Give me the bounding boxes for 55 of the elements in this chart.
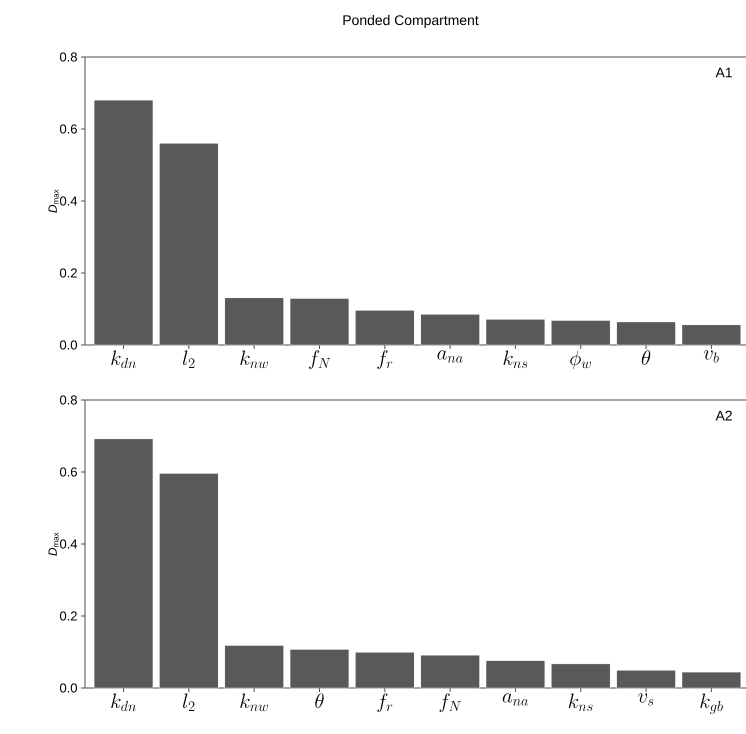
x-tick-label: $a_{na}$ [438, 350, 463, 363]
bar [551, 320, 610, 346]
bar [224, 645, 284, 688]
y-tick-label: 0.0 [60, 340, 77, 350]
bar [420, 655, 480, 688]
bar [682, 324, 741, 346]
bar [159, 473, 218, 688]
bar [355, 652, 414, 688]
y-tick-label: 0.4 [60, 196, 78, 206]
bar [682, 672, 741, 688]
bar [94, 100, 154, 346]
x-tick-label: $f_r$ [377, 350, 392, 370]
annotation: A2 [716, 410, 732, 420]
y-tick-label: 0.8 [60, 52, 77, 62]
y-axis-title: D$_{max}$ [48, 532, 59, 556]
annotation: A1 [716, 68, 732, 78]
y-tick-label: 0.2 [60, 611, 77, 621]
bar [551, 664, 610, 688]
x-tick-label: $f_r$ [377, 693, 392, 712]
y-tick-label: 0.6 [60, 467, 77, 477]
x-tick-label: $\theta$ [642, 350, 650, 366]
x-tick-label: $\theta$ [315, 693, 324, 708]
x-tick-label: $k_{gb}$ [700, 694, 723, 714]
x-tick-label: $f_N$ [440, 693, 461, 712]
bar [290, 649, 350, 688]
y-tick-label: 0.8 [60, 395, 77, 405]
bar [616, 322, 676, 346]
x-tick-label: $k_{ns}$ [504, 350, 528, 368]
x-tick-label: $k_{nw}$ [240, 694, 268, 712]
bar [290, 298, 350, 346]
x-tick-label: $k_{ns}$ [568, 694, 593, 712]
bar [420, 314, 480, 346]
y-axis-title: D$_{max}$ [48, 189, 59, 213]
y-tick-label: 0.6 [60, 124, 77, 134]
bar [486, 660, 546, 688]
bar [159, 143, 218, 346]
bar [224, 298, 284, 346]
x-tick-label: $k_{dn}$ [111, 350, 136, 368]
bar [486, 319, 546, 346]
x-tick-label: $k_{dn}$ [111, 694, 136, 712]
bar [355, 310, 414, 346]
x-tick-label: $v_s$ [638, 693, 654, 706]
x-tick-label: $v_b$ [704, 350, 719, 363]
chart-title: Ponded Compartment [343, 14, 479, 28]
x-tick-label: $k_{nw}$ [240, 350, 268, 368]
y-tick-label: 0.0 [60, 683, 77, 693]
x-tick-label: $l_2$ [183, 694, 194, 711]
x-tick-label: $a_{na}$ [502, 693, 528, 706]
x-tick-label: $\phi_w$ [570, 350, 591, 370]
y-tick-label: 0.2 [60, 268, 77, 278]
bar [94, 438, 154, 688]
y-tick-label: 0.4 [60, 539, 78, 549]
x-tick-label: $l_2$ [183, 350, 194, 368]
x-tick-label: $f_N$ [308, 350, 330, 370]
bar [616, 670, 676, 688]
